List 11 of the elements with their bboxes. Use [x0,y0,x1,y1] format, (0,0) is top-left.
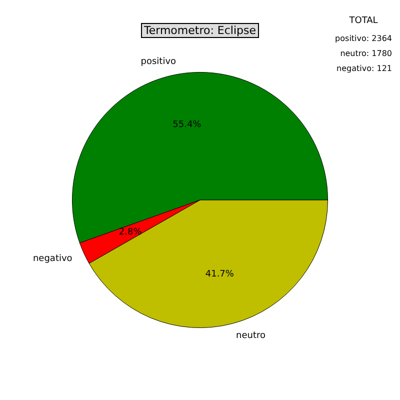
slice-label: negativo [32,254,73,264]
data-label: 55.4% [172,120,202,130]
text: positivo: 2364 [335,33,392,45]
slice-label: neutro [236,331,266,342]
text: neutro: 1780 [339,48,392,60]
text: TOTAL [348,15,379,28]
data-label: 41.7% [205,269,234,280]
chart-title: Termometro: Eclipse [141,23,259,38]
slice-label: positivo [140,56,177,67]
data-label: 2.8% [118,227,142,238]
text: negativo: 121 [336,63,392,75]
